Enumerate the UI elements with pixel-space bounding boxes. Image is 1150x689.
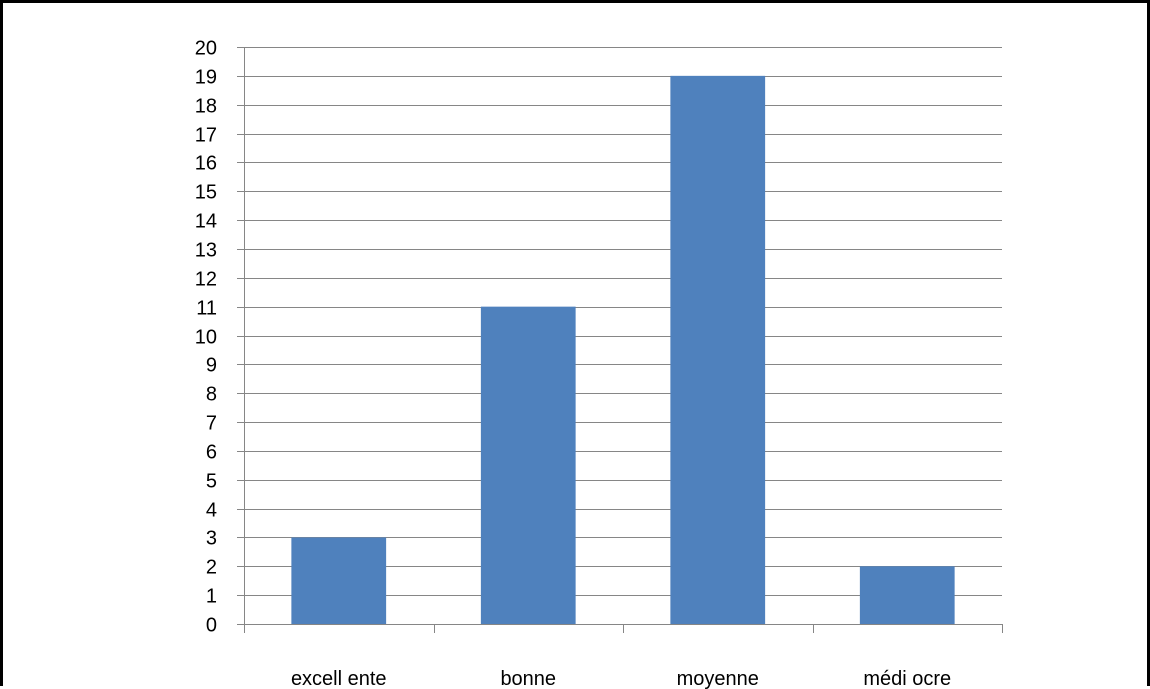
y-tick-label: 19 (195, 67, 217, 89)
bar (291, 537, 387, 624)
y-tick-label: 17 (195, 125, 217, 147)
bar (859, 566, 955, 624)
y-tick-label: 4 (206, 500, 217, 522)
x-category-labels: excell ente bonne moyenne médi ocre (291, 668, 951, 689)
bar (670, 75, 766, 625)
y-tick-label: 2 (206, 557, 217, 579)
y-tick-label: 13 (195, 240, 217, 262)
y-tick-label: 8 (206, 384, 217, 406)
y-tick-label: 11 (196, 298, 217, 320)
y-tick-label: 5 (206, 471, 217, 493)
x-category-label: bonne (500, 668, 556, 689)
bars (291, 75, 955, 625)
x-category-label: médi ocre (863, 668, 951, 689)
y-tick-label: 0 (206, 615, 217, 637)
y-tick-label: 14 (195, 211, 217, 233)
y-tick-label: 20 (195, 38, 217, 60)
y-tick-label: 1 (206, 586, 217, 608)
grid-lines (244, 47, 1002, 596)
y-tick-label: 3 (206, 528, 217, 550)
y-tick-label: 12 (195, 269, 217, 291)
x-category-label: moyenne (677, 668, 759, 689)
y-tick-label: 16 (195, 153, 217, 175)
x-category-label: excell ente (291, 668, 387, 689)
y-tick-label: 9 (206, 355, 217, 377)
y-tick-label: 6 (206, 442, 217, 464)
bar (480, 306, 576, 624)
y-tick-label: 7 (206, 413, 217, 435)
y-tick-label: 18 (195, 96, 217, 118)
y-tick-label: 10 (195, 327, 217, 349)
axes (237, 47, 1003, 633)
y-tick-label: 15 (195, 182, 217, 204)
